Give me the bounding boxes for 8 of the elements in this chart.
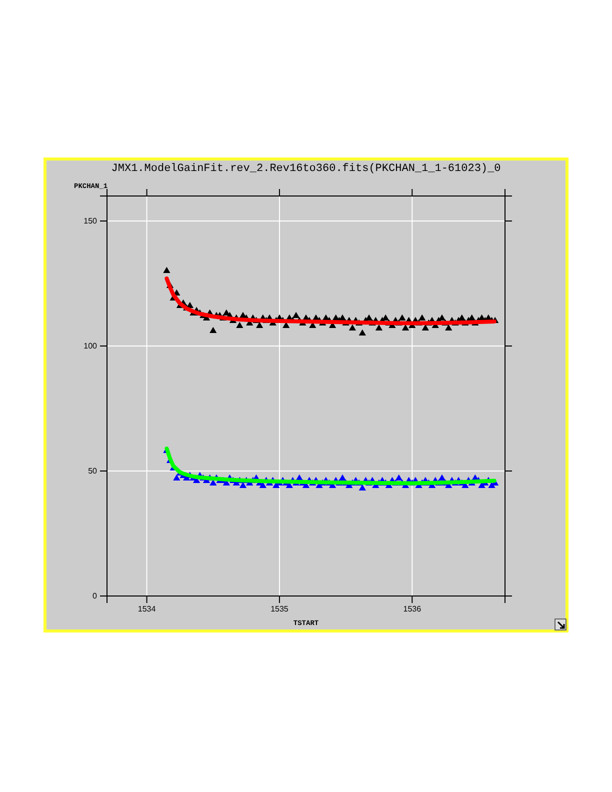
x-tick-label: 1534 (138, 604, 156, 614)
y-tick-label: 100 (84, 342, 98, 351)
x-tick-label: 1536 (403, 604, 422, 614)
x-tick-label: 1535 (270, 604, 289, 614)
y-tick-label: 50 (88, 466, 98, 476)
y-tick-label: 0 (92, 592, 98, 601)
chart-title: JMX1.ModelGainFit.rev_2.Rev16to360.fits(PKCHAN_1_1-61023)_0 (111, 163, 501, 175)
y-tick-label: 150 (84, 216, 98, 226)
